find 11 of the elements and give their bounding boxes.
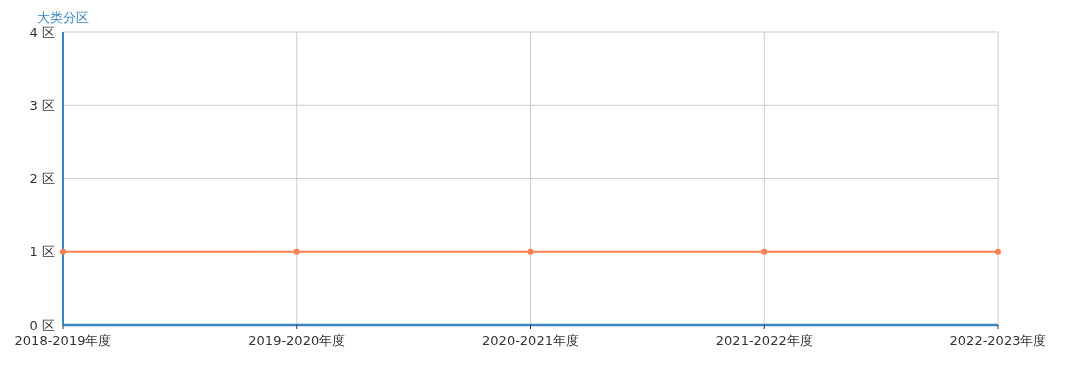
x-tick-label: 2022-2023年度 [949, 333, 1047, 348]
x-tick-label: 2021-2022年度 [715, 333, 813, 348]
y-tick-label: 4 区 [29, 24, 55, 40]
x-tick-label: 2019-2020年度 [248, 333, 346, 348]
y-tick-label: 2 区 [29, 171, 55, 187]
y-tick-label: 1 区 [29, 244, 55, 260]
y-axis-title: 大类分区 [37, 10, 89, 25]
x-tick-label: 2018-2019年度 [14, 333, 112, 348]
x-tick-label: 2020-2021年度 [482, 333, 579, 348]
y-tick-label: 0 区 [29, 317, 55, 333]
y-tick-label: 3 区 [29, 97, 55, 113]
